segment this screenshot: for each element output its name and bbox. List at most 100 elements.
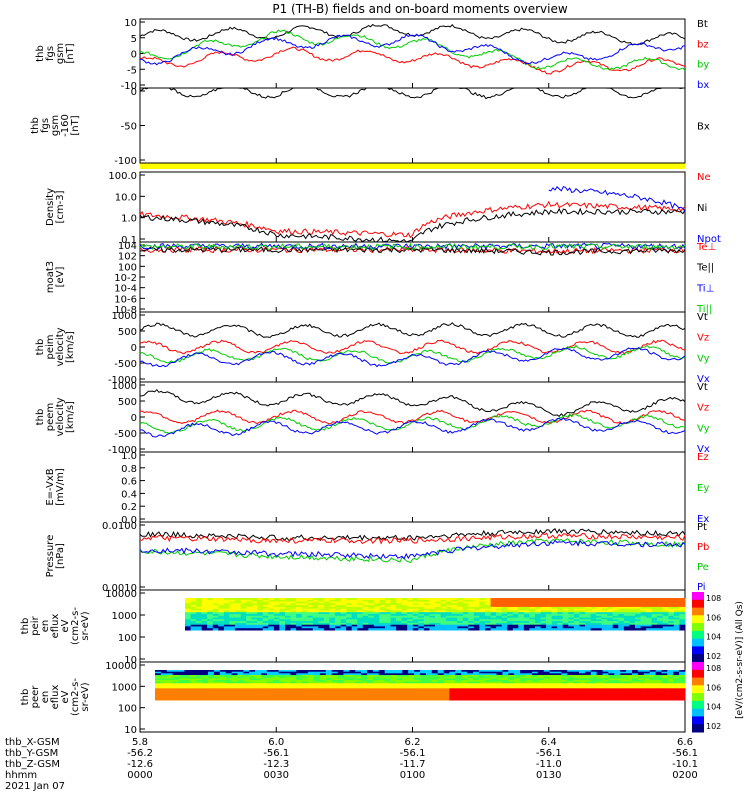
spectrogram-cell bbox=[629, 601, 636, 604]
spectrogram-cell bbox=[390, 624, 397, 627]
spectrogram-cell bbox=[273, 598, 280, 601]
y-tick-label: 10-6 bbox=[114, 294, 137, 305]
spectrogram-cell bbox=[543, 683, 551, 686]
spectrogram-cell bbox=[302, 696, 309, 699]
spectrogram-cell bbox=[414, 671, 421, 674]
spectrogram-cell bbox=[501, 628, 508, 631]
spectrogram-cell bbox=[323, 606, 330, 610]
spectrogram-cell bbox=[207, 621, 214, 624]
spectrogram-cell bbox=[449, 678, 456, 681]
spectrogram-cell bbox=[257, 624, 264, 627]
spectrogram-cell bbox=[196, 621, 203, 624]
spectrogram-cell bbox=[673, 676, 680, 679]
spectrogram-cell bbox=[407, 621, 414, 624]
spectrogram-cell bbox=[420, 698, 427, 701]
spectrogram-cell bbox=[355, 691, 362, 694]
spectrogram-cell bbox=[379, 622, 386, 626]
spectrogram-cell bbox=[479, 608, 486, 611]
spectrogram-cell bbox=[268, 598, 275, 601]
spectrogram-cell bbox=[590, 608, 597, 611]
spectrogram-cell bbox=[296, 621, 303, 624]
spectrogram-cell bbox=[673, 696, 680, 699]
spectrogram-cell bbox=[431, 685, 439, 688]
spectrogram-cell bbox=[573, 617, 580, 620]
spectrogram-cell bbox=[443, 683, 450, 686]
spectrogram-cell bbox=[502, 688, 509, 691]
spectrogram-cell bbox=[679, 693, 686, 696]
spectrogram-cell bbox=[643, 680, 651, 683]
spectrogram-cell bbox=[261, 693, 268, 696]
spectrogram-cell bbox=[262, 615, 269, 619]
spectrogram-cell bbox=[296, 617, 303, 620]
spectrogram-cell bbox=[308, 675, 315, 678]
spectrogram-cell bbox=[655, 690, 662, 693]
spectrogram-cell bbox=[590, 598, 597, 601]
spectrogram-cell bbox=[335, 601, 342, 604]
spectrogram-cell bbox=[484, 688, 492, 691]
spectrogram-cell bbox=[661, 673, 668, 676]
spectrogram-cell bbox=[218, 598, 225, 601]
spectrogram-cell bbox=[196, 598, 203, 601]
spectrogram-cell bbox=[501, 617, 508, 620]
spectrogram-cell bbox=[390, 615, 397, 619]
spectrogram-cell bbox=[160, 685, 168, 688]
spectrogram-cell bbox=[223, 626, 230, 629]
spectrogram-cell bbox=[601, 610, 608, 613]
spectrogram-cell bbox=[351, 606, 358, 610]
spectrogram-cell bbox=[335, 606, 342, 610]
spectrogram-cell bbox=[235, 612, 242, 615]
spectrogram-cell bbox=[668, 608, 675, 611]
spectrogram-cell bbox=[573, 675, 580, 678]
spectrogram-cell bbox=[457, 606, 464, 610]
spectrogram-cell bbox=[655, 683, 662, 686]
spectrogram-cell bbox=[568, 610, 575, 613]
spectrogram-cell bbox=[213, 678, 221, 681]
spectrogram-cell bbox=[355, 686, 362, 689]
spectrogram-cell bbox=[643, 693, 651, 696]
spectrogram-cell bbox=[508, 681, 515, 684]
spectrogram-cell bbox=[396, 621, 403, 624]
spectrogram-cell bbox=[412, 605, 419, 608]
spectrogram-cell bbox=[440, 617, 447, 620]
spectrogram-cell bbox=[629, 610, 636, 613]
spectrogram-cell bbox=[212, 612, 219, 615]
spectrogram-cell bbox=[273, 624, 280, 627]
spectrogram-cell bbox=[473, 603, 480, 606]
spectrogram-cell bbox=[307, 614, 314, 617]
spectrogram-cell bbox=[661, 670, 668, 673]
spectrogram-cell bbox=[526, 690, 533, 693]
spectrogram-cell bbox=[618, 601, 625, 604]
spectrogram-cell bbox=[225, 698, 233, 701]
spectrogram-cell bbox=[373, 608, 380, 611]
spectrogram-cell bbox=[362, 615, 369, 619]
y-tick-label: 500 bbox=[118, 397, 137, 408]
spectrogram-cell bbox=[431, 680, 439, 683]
spectrogram-cell bbox=[446, 606, 453, 610]
spectrogram-cell bbox=[318, 614, 325, 617]
spectrogram-cell bbox=[473, 683, 480, 686]
spectrogram-cell bbox=[218, 624, 225, 627]
spectrogram-cell bbox=[290, 605, 297, 608]
spectrogram-cell bbox=[255, 693, 262, 696]
spectrogram-cell bbox=[225, 686, 233, 689]
spectrogram-cell bbox=[668, 628, 675, 631]
spectrogram-cell bbox=[431, 681, 439, 684]
spectrogram-cell bbox=[296, 622, 303, 626]
spectrogram-cell bbox=[496, 598, 503, 601]
spectrogram-cell bbox=[278, 693, 286, 696]
spectrogram-cell bbox=[212, 624, 219, 627]
spectrogram-cell bbox=[229, 622, 236, 626]
spectrogram-cell bbox=[155, 676, 162, 679]
spectrogram-cell bbox=[549, 670, 556, 673]
spectrogram-cell bbox=[632, 683, 639, 686]
spectrogram-cell bbox=[196, 698, 203, 701]
spectrogram-cell bbox=[272, 690, 280, 693]
spectrogram-cell bbox=[261, 690, 268, 693]
spectrogram-cell bbox=[418, 608, 425, 611]
spectrogram-cell bbox=[555, 671, 562, 674]
spectrogram-cell bbox=[335, 621, 342, 624]
spectrogram-cell bbox=[285, 598, 292, 601]
spectrogram-cell bbox=[396, 628, 403, 631]
spectrogram-cell bbox=[185, 628, 192, 631]
spectrogram-cell bbox=[357, 601, 364, 604]
